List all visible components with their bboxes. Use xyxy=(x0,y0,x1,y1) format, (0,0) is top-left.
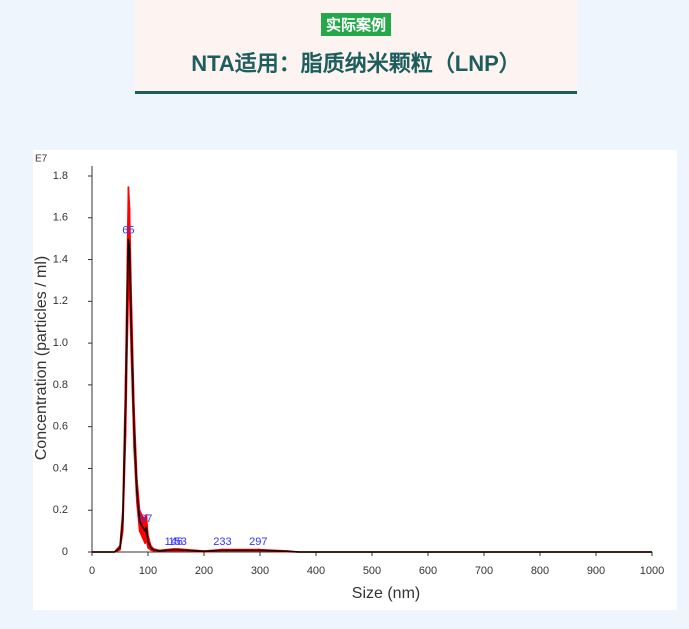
peak-label: 65 xyxy=(122,225,134,237)
y-tick-label: 1.2 xyxy=(53,295,68,307)
title: NTA适用：脂质纳米颗粒（LNP） xyxy=(191,51,521,76)
x-tick-label: 200 xyxy=(195,565,213,577)
y-tick-label: 0.6 xyxy=(53,421,68,433)
peak-label: 146 xyxy=(165,536,183,548)
y-tick-label: 0.4 xyxy=(53,462,68,474)
x-axis-label: Size (nm) xyxy=(352,585,420,602)
x-tick-label: 600 xyxy=(419,565,437,577)
x-tick-label: 0 xyxy=(89,565,95,577)
peak-label: 297 xyxy=(249,536,267,548)
mean-line xyxy=(92,238,652,553)
y-tick-label: 1.4 xyxy=(53,253,68,265)
x-tick-label: 500 xyxy=(363,565,381,577)
peak-label: 233 xyxy=(213,536,231,548)
y-tick-label: 0.2 xyxy=(53,504,68,516)
y-tick-label: 0.8 xyxy=(53,379,68,391)
y-exponent: E7 xyxy=(35,154,48,165)
x-tick-label: 900 xyxy=(587,565,605,577)
y-tick-label: 0 xyxy=(62,546,68,558)
badge: 实际案例 xyxy=(320,13,391,36)
y-tick-label: 1.6 xyxy=(53,212,68,224)
x-tick-label: 400 xyxy=(307,565,325,577)
peak-label: 153 xyxy=(169,536,187,548)
header: 实际案例 NTA适用：脂质纳米颗粒（LNP） xyxy=(135,0,577,94)
y-tick-label: 1.8 xyxy=(53,170,68,182)
peak-label: 97 xyxy=(140,513,152,525)
x-tick-label: 100 xyxy=(139,565,157,577)
x-tick-label: 1000 xyxy=(640,565,664,577)
x-tick-label: 300 xyxy=(251,565,269,577)
y-tick-label: 1.0 xyxy=(53,337,68,349)
x-tick-label: 700 xyxy=(475,565,493,577)
x-tick-label: 800 xyxy=(531,565,549,577)
y-axis-label: Concentration (particles / ml) xyxy=(33,256,50,461)
